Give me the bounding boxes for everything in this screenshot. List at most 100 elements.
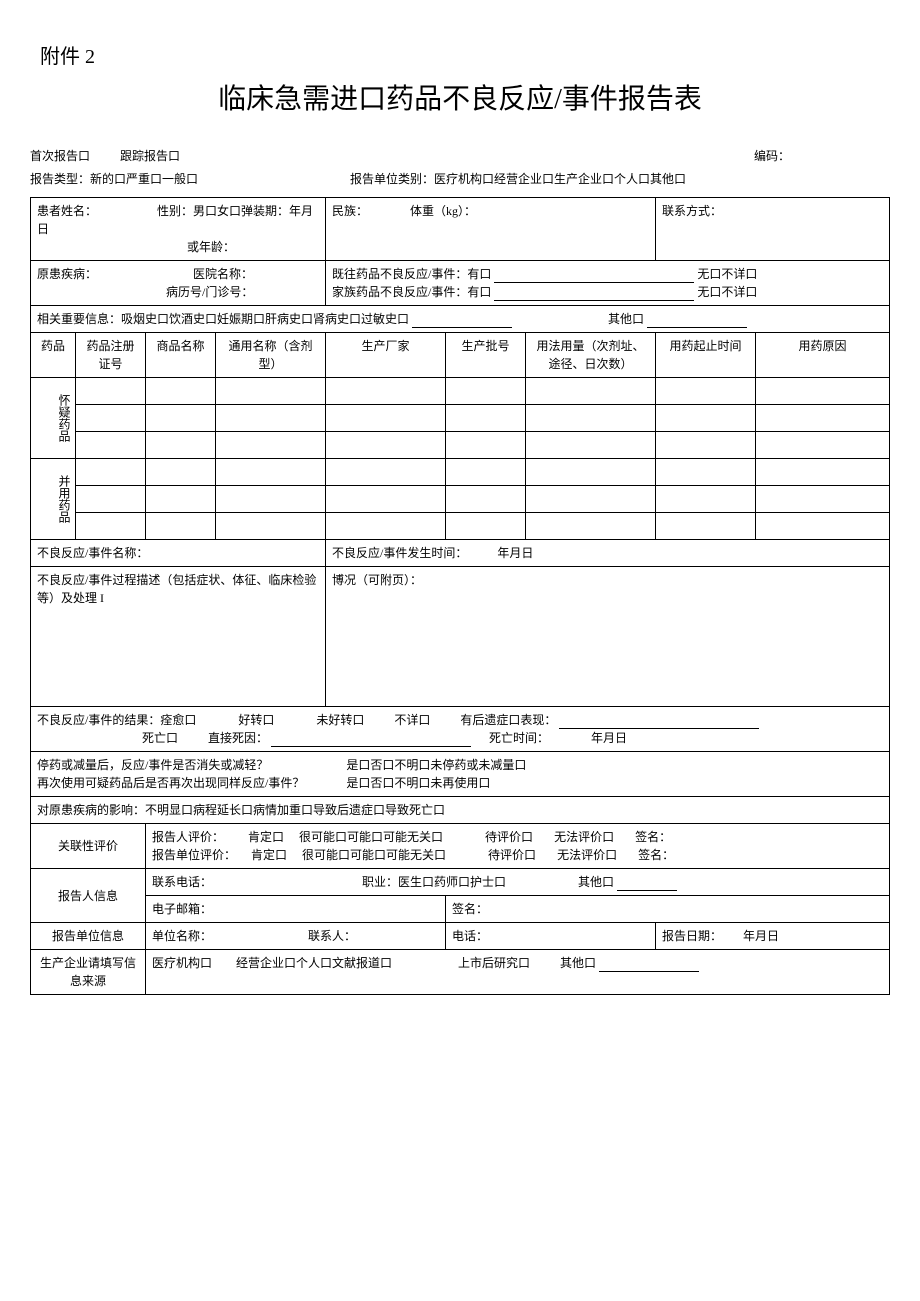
history-cell[interactable]: 既往药品不良反应/事件：有口 无口不详口 家族药品不良反应/事件：有口 无口不详…: [326, 261, 890, 306]
patient-ethnic-weight-cell[interactable]: 民族： 体重（kg）：: [326, 198, 656, 261]
cell[interactable]: [76, 459, 146, 486]
cell[interactable]: [216, 378, 326, 405]
main-form-table: 患者姓名： 性别：男口女口弹装期：年月日 或年龄： 民族： 体重（kg）： 联系…: [30, 197, 890, 995]
cell[interactable]: [656, 459, 756, 486]
cell[interactable]: [146, 378, 216, 405]
cell[interactable]: [446, 432, 526, 459]
cell[interactable]: [656, 405, 756, 432]
cell[interactable]: [526, 432, 656, 459]
reporter-other-blank[interactable]: [617, 877, 677, 891]
cell[interactable]: [146, 486, 216, 513]
record-label: 病历号/门诊号：: [166, 285, 253, 299]
cell[interactable]: [216, 405, 326, 432]
cell[interactable]: [146, 432, 216, 459]
cell[interactable]: [756, 513, 890, 540]
cell[interactable]: [76, 432, 146, 459]
first-report-checkbox[interactable]: 首次报告口: [30, 149, 90, 163]
cell[interactable]: [146, 513, 216, 540]
probable-1: 很可能口可能口可能无关口: [299, 830, 443, 844]
cell[interactable]: [76, 513, 146, 540]
history-drug-label: 既往药品不良反应/事件：有口: [332, 267, 491, 281]
disease-row: 原患疾病： 医院名称： 病历号/门诊号： 既往药品不良反应/事件：有口 无口不详…: [31, 261, 890, 306]
cell[interactable]: [326, 432, 446, 459]
cell[interactable]: [446, 459, 526, 486]
cell[interactable]: [76, 405, 146, 432]
cell[interactable]: [146, 405, 216, 432]
source-other-blank[interactable]: [599, 958, 699, 972]
important-info-cell[interactable]: 相关重要信息：吸烟史口饮酒史口妊娠期口肝病史口肾病史口过敏史口 其他口: [31, 306, 890, 333]
unit-eval-label: 报告单位评价：: [152, 848, 236, 862]
cell[interactable]: [216, 513, 326, 540]
eval-row: 关联性评价 报告人评价： 肯定口 很可能口可能口可能无关口 待评价口 无法评价口…: [31, 824, 890, 869]
cell[interactable]: [656, 432, 756, 459]
cell[interactable]: [216, 486, 326, 513]
cell[interactable]: [446, 405, 526, 432]
not-improved-label: 未好转口: [316, 713, 364, 727]
cell[interactable]: [76, 486, 146, 513]
eval-content-cell[interactable]: 报告人评价： 肯定口 很可能口可能口可能无关口 待评价口 无法评价口 签名： 报…: [146, 824, 890, 869]
reporter-sign-cell[interactable]: 签名：: [446, 896, 890, 923]
cell[interactable]: [446, 513, 526, 540]
cell[interactable]: [326, 378, 446, 405]
q1-label: 停药或减量后，反应/事件是否消失或减轻？: [37, 758, 268, 772]
death-cause-blank[interactable]: [271, 733, 471, 747]
cell[interactable]: [526, 486, 656, 513]
unit-date-fmt: 年月日: [743, 929, 779, 943]
patient-age-label: 或年龄：: [187, 240, 235, 254]
reaction-desc-cell[interactable]: 不良反应/事件过程描述（包括症状、体征、临床检验等）及处理 I: [31, 567, 326, 707]
certain-1: 肯定口: [248, 830, 284, 844]
patient-name-cell[interactable]: 患者姓名： 性别：男口女口弹装期：年月日 或年龄：: [31, 198, 326, 261]
reaction-result-cell[interactable]: 不良反应/事件的结果：痊愈口 好转口 未好转口 不详口 有后遗症口表现： 死亡口: [31, 707, 890, 752]
cell[interactable]: [756, 378, 890, 405]
col-time: 用药起止时间: [656, 333, 756, 378]
cell[interactable]: [656, 378, 756, 405]
cell[interactable]: [756, 459, 890, 486]
reaction-attach-cell[interactable]: 博况（可附页）：: [326, 567, 890, 707]
track-report-checkbox[interactable]: 跟踪报告口: [120, 149, 180, 163]
patient-contact-cell[interactable]: 联系方式：: [656, 198, 890, 261]
reporter-email-cell[interactable]: 电子邮箱：: [146, 896, 446, 923]
cell[interactable]: [526, 459, 656, 486]
cell[interactable]: [446, 378, 526, 405]
reporter-phone-cell[interactable]: 联系电话： 职业：医生口药师口护士口 其他口: [146, 869, 890, 896]
important-blank-2[interactable]: [647, 314, 747, 328]
cell[interactable]: [526, 513, 656, 540]
concurrent-row-3: [31, 513, 890, 540]
source-row: 生产企业请填写信息来源 医疗机构口 经营企业口个人口文献报道口 上市后研究口 其…: [31, 950, 890, 995]
unit-date-cell[interactable]: 报告日期： 年月日: [656, 923, 890, 950]
reporter-other: 其他口: [578, 875, 614, 889]
cell[interactable]: [326, 405, 446, 432]
cell[interactable]: [326, 513, 446, 540]
history-drug-blank[interactable]: [494, 269, 694, 283]
cell[interactable]: [656, 513, 756, 540]
source-opts-cell[interactable]: 医疗机构口 经营企业口个人口文献报道口 上市后研究口 其他口: [146, 950, 890, 995]
history-family-blank[interactable]: [494, 287, 694, 301]
cell[interactable]: [216, 459, 326, 486]
cell[interactable]: [446, 486, 526, 513]
cell[interactable]: [526, 378, 656, 405]
questions-cell[interactable]: 停药或减量后，反应/事件是否消失或减轻？ 是口否口不明口未停药或未减量口 再次使…: [31, 752, 890, 797]
cell[interactable]: [216, 432, 326, 459]
col-batch: 生产批号: [446, 333, 526, 378]
cell[interactable]: [76, 378, 146, 405]
cell[interactable]: [656, 486, 756, 513]
disease-cell[interactable]: 原患疾病： 医院名称： 病历号/门诊号：: [31, 261, 326, 306]
col-usage: 用法用量（次剂址、途径、日次数）: [526, 333, 656, 378]
important-blank-1[interactable]: [412, 314, 512, 328]
cell[interactable]: [326, 486, 446, 513]
unit-name-cell[interactable]: 单位名称： 联系人：: [146, 923, 446, 950]
impact-cell[interactable]: 对原患疾病的影响：不明显口病程延长口病情加重口导致后遗症口导致死亡口: [31, 797, 890, 824]
cell[interactable]: [326, 459, 446, 486]
sequelae-blank[interactable]: [559, 715, 759, 729]
cell[interactable]: [146, 459, 216, 486]
cell[interactable]: [756, 405, 890, 432]
cell[interactable]: [756, 432, 890, 459]
reaction-name-cell[interactable]: 不良反应/事件名称：: [31, 540, 326, 567]
unit-phone-cell[interactable]: 电话：: [446, 923, 656, 950]
report-unit-type[interactable]: 报告单位类别：医疗机构口经营企业口生产企业口个人口其他口: [310, 170, 890, 187]
reaction-time-cell[interactable]: 不良反应/事件发生时间： 年月日: [326, 540, 890, 567]
cell[interactable]: [526, 405, 656, 432]
cell[interactable]: [756, 486, 890, 513]
questions-row: 停药或减量后，反应/事件是否消失或减轻？ 是口否口不明口未停药或未减量口 再次使…: [31, 752, 890, 797]
report-type[interactable]: 报告类型：新的口严重口一般口: [30, 170, 310, 187]
